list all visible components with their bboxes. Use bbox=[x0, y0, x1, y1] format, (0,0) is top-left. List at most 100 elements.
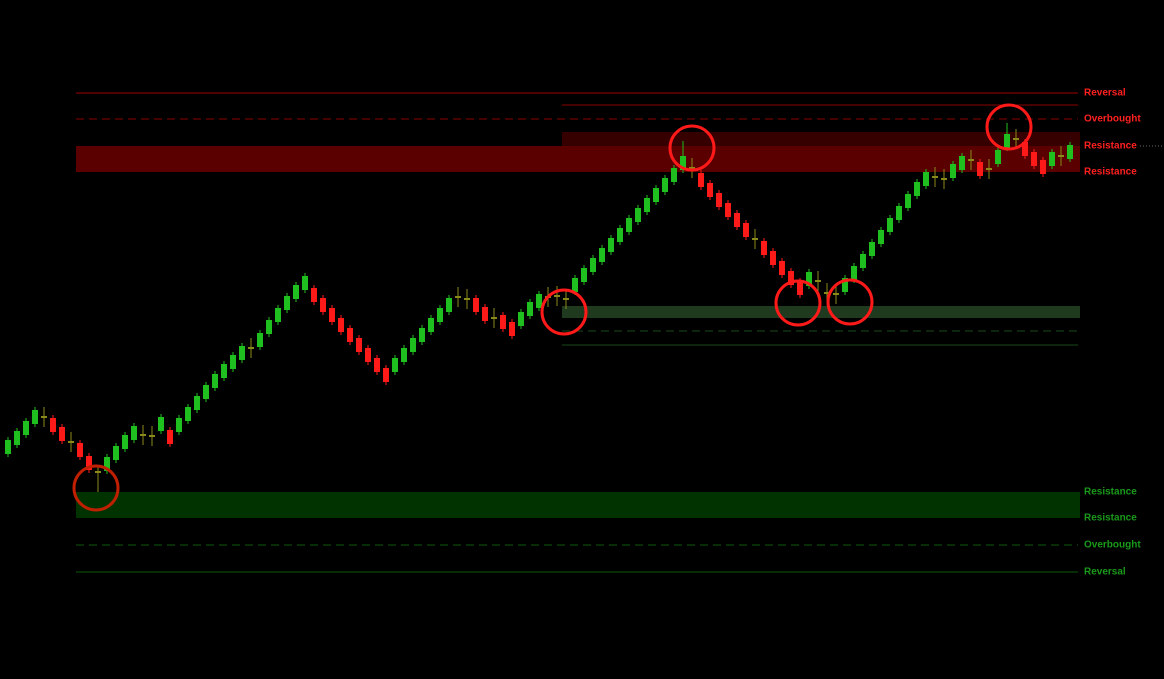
candle-body bbox=[617, 228, 623, 242]
candle-body bbox=[941, 178, 947, 180]
candle-body bbox=[509, 322, 515, 336]
candle-body bbox=[401, 348, 407, 362]
zone-label: Resistance bbox=[1084, 513, 1137, 524]
candle-body bbox=[806, 272, 812, 286]
candle-body bbox=[1067, 145, 1073, 159]
candle-body bbox=[590, 258, 596, 272]
candle-body bbox=[176, 418, 182, 432]
candle-body bbox=[95, 471, 101, 473]
circle bbox=[826, 278, 874, 326]
candle-body bbox=[14, 431, 20, 445]
zone-label: Resistance bbox=[1084, 487, 1137, 498]
candle-body bbox=[329, 308, 335, 322]
candle-body bbox=[1049, 152, 1055, 166]
candle-body bbox=[977, 162, 983, 176]
candle-body bbox=[212, 374, 218, 388]
candle-body bbox=[104, 457, 110, 471]
candle-body bbox=[293, 285, 299, 299]
candle-body bbox=[662, 178, 668, 192]
candle-body bbox=[302, 276, 308, 290]
candle-body bbox=[716, 193, 722, 207]
candle-body bbox=[86, 456, 92, 470]
circle bbox=[72, 464, 120, 512]
candle-body bbox=[338, 318, 344, 332]
candle-body bbox=[32, 410, 38, 424]
candle-body bbox=[5, 440, 11, 454]
candle-body bbox=[779, 261, 785, 275]
candle-body bbox=[257, 333, 263, 347]
candle-body bbox=[410, 338, 416, 352]
candle-body bbox=[644, 198, 650, 212]
candle-body bbox=[581, 268, 587, 282]
candle-body bbox=[734, 213, 740, 227]
candle-body bbox=[311, 288, 317, 302]
candle-body bbox=[950, 164, 956, 178]
candle-body bbox=[743, 223, 749, 237]
candle-body bbox=[239, 346, 245, 360]
candle-body bbox=[671, 168, 677, 182]
candle-body bbox=[500, 315, 506, 329]
candle-body bbox=[248, 347, 254, 349]
levels: Reversal Overbought Overbought Reversal bbox=[76, 88, 1141, 578]
candle-body bbox=[50, 418, 56, 432]
candle-body bbox=[59, 427, 65, 441]
candle-body bbox=[23, 421, 29, 435]
circle bbox=[774, 279, 822, 327]
candle-body bbox=[995, 150, 1001, 164]
candle-body bbox=[788, 271, 794, 285]
candle-body bbox=[797, 281, 803, 295]
candle-body bbox=[680, 156, 686, 170]
candle-body bbox=[437, 308, 443, 322]
candle-body bbox=[203, 385, 209, 399]
level-label: Overbought bbox=[1084, 114, 1141, 125]
candle-body bbox=[887, 218, 893, 232]
candle-body bbox=[464, 298, 470, 300]
candle-body bbox=[959, 156, 965, 170]
candle-body bbox=[653, 188, 659, 202]
zone bbox=[562, 132, 1080, 146]
candle-body bbox=[482, 307, 488, 321]
candle-body bbox=[383, 368, 389, 382]
candle-body bbox=[707, 183, 713, 197]
candle-body bbox=[914, 182, 920, 196]
candle-body bbox=[77, 443, 83, 457]
candles bbox=[5, 123, 1073, 492]
candle-body bbox=[608, 238, 614, 252]
candle-body bbox=[752, 238, 758, 240]
zone-label: Resistance bbox=[1084, 141, 1137, 152]
candle-body bbox=[455, 296, 461, 298]
candle-body bbox=[140, 434, 146, 436]
zone bbox=[76, 492, 1080, 518]
candle-body bbox=[1058, 155, 1064, 157]
circle bbox=[540, 288, 588, 336]
candle-body bbox=[527, 302, 533, 316]
candle-body bbox=[392, 358, 398, 372]
candle-body bbox=[284, 296, 290, 310]
candle-body bbox=[905, 194, 911, 208]
candle-body bbox=[698, 173, 704, 187]
level-label: Overbought bbox=[1084, 540, 1141, 551]
candle-body bbox=[446, 298, 452, 312]
candle-body bbox=[896, 206, 902, 220]
candle-body bbox=[365, 348, 371, 362]
candle-body bbox=[932, 176, 938, 178]
candle-body bbox=[635, 208, 641, 222]
candle-body bbox=[266, 320, 272, 334]
candle-body bbox=[230, 355, 236, 369]
candle-body bbox=[815, 280, 821, 282]
zone bbox=[562, 306, 1080, 318]
candle-body bbox=[149, 435, 155, 437]
candle-body bbox=[428, 318, 434, 332]
candle-body bbox=[518, 312, 524, 326]
candle-body bbox=[626, 218, 632, 232]
candle-body bbox=[320, 298, 326, 312]
candle-body bbox=[689, 167, 695, 169]
candle-body bbox=[1022, 142, 1028, 156]
candle-body bbox=[554, 295, 560, 297]
candle-body bbox=[563, 298, 569, 300]
candle-body bbox=[833, 293, 839, 295]
candle-body bbox=[572, 278, 578, 292]
candle-body bbox=[536, 294, 542, 308]
